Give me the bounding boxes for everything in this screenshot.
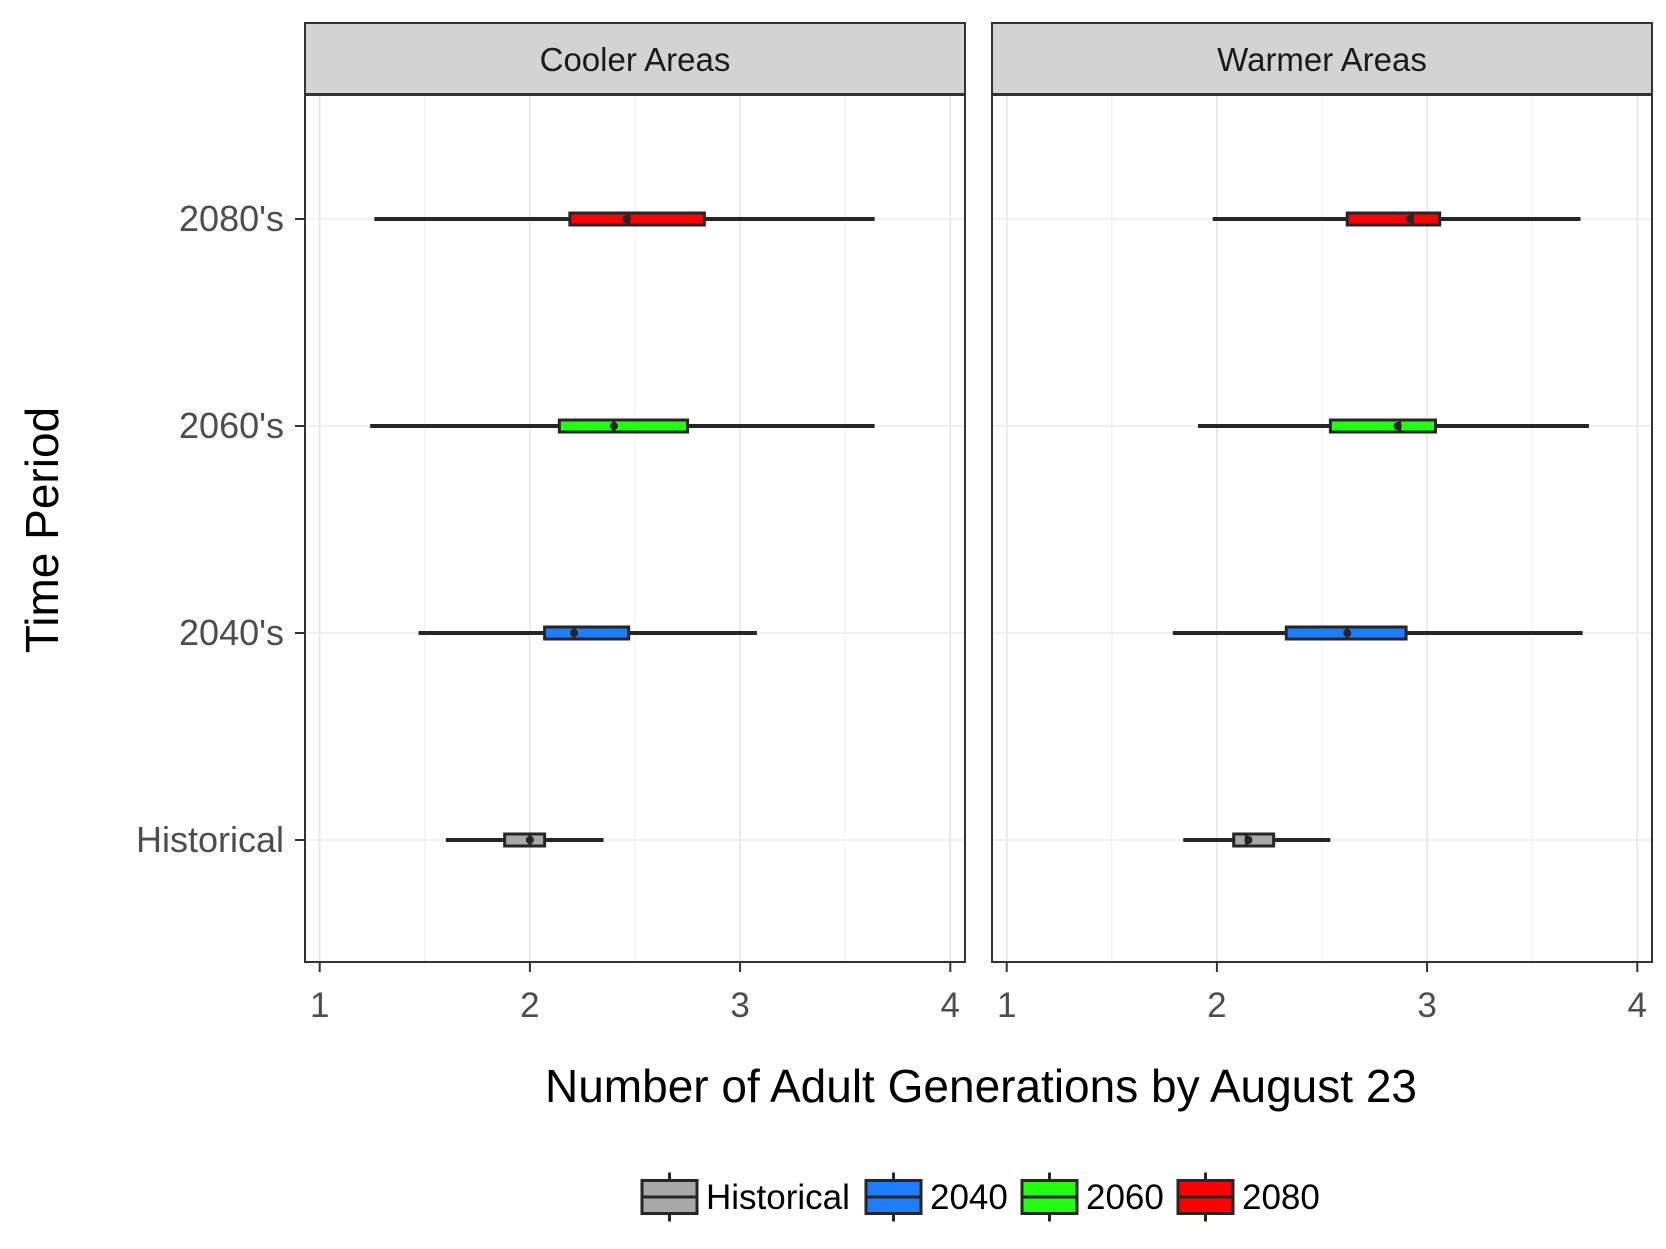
y-tick-label: 2060's [179, 405, 284, 446]
legend-item: 2080 [1176, 1172, 1320, 1222]
y-axis: 2080's 2060's 2040's Historical [136, 198, 305, 860]
facet-strip-label: Cooler Areas [540, 41, 731, 78]
box-iqr [503, 832, 547, 848]
legend-item: 2040 [864, 1172, 1008, 1222]
facet-strip [304, 22, 966, 95]
legend-item: 2060 [1020, 1172, 1164, 1222]
box-2060 [1197, 418, 1589, 434]
box-Historical [445, 832, 604, 848]
y-tick-label: 2080's [179, 198, 284, 239]
x-tick-label: 3 [730, 986, 749, 1025]
box-Historical [1183, 832, 1331, 848]
box-2060 [370, 418, 875, 434]
facet-panel: Cooler Areas 1 2 3 4 [304, 22, 966, 1025]
box-mean-point [570, 629, 579, 637]
box-iqr [557, 418, 690, 434]
box-2040 [418, 625, 757, 641]
facet-strip-label: Warmer Areas [1217, 41, 1427, 78]
box-mean-point [1406, 215, 1415, 223]
x-axis-title: Number of Adult Generations by August 23 [545, 1060, 1417, 1112]
box-iqr [1328, 418, 1438, 434]
box-mean-point [1343, 629, 1352, 637]
facet-panel: Warmer Areas 1 2 3 4 [991, 22, 1653, 1025]
box-2080 [374, 211, 875, 227]
box-iqr [543, 625, 631, 641]
y-tick-label: Historical [136, 819, 284, 860]
legend: Historical 2040 2060 2080 [640, 1172, 1320, 1222]
x-tick-label: 2 [1207, 986, 1226, 1025]
panel-border [304, 94, 966, 963]
legend-label: 2060 [1086, 1178, 1164, 1217]
box-mean-point [525, 836, 534, 844]
box-2040 [1172, 625, 1583, 641]
y-axis-title: Time Period [16, 407, 68, 653]
box-mean-point [1244, 836, 1253, 844]
box-2080 [1212, 211, 1581, 227]
box-mean-point [609, 422, 618, 430]
box-iqr [1232, 832, 1276, 848]
y-tick-label: 2040's [179, 612, 284, 653]
legend-label: 2040 [930, 1178, 1008, 1217]
box-mean-point [1393, 422, 1402, 430]
panel-border [991, 94, 1653, 963]
legend-label: 2080 [1242, 1178, 1320, 1217]
x-tick-label: 3 [1417, 986, 1436, 1025]
box-iqr [568, 211, 706, 227]
box-iqr [1345, 211, 1442, 227]
box-mean-point [622, 215, 631, 223]
legend-label: Historical [706, 1178, 850, 1217]
x-tick-label: 1 [310, 986, 329, 1025]
x-tick-label: 4 [1628, 986, 1647, 1025]
x-tick-label: 1 [997, 986, 1016, 1025]
legend-item: Historical [640, 1172, 850, 1222]
x-tick-label: 2 [520, 986, 539, 1025]
facet-strip [991, 22, 1653, 95]
x-tick-label: 4 [941, 986, 960, 1025]
facets: Cooler Areas 1 2 3 4 Warmer Areas 1 2 3 4 [304, 22, 1653, 1025]
